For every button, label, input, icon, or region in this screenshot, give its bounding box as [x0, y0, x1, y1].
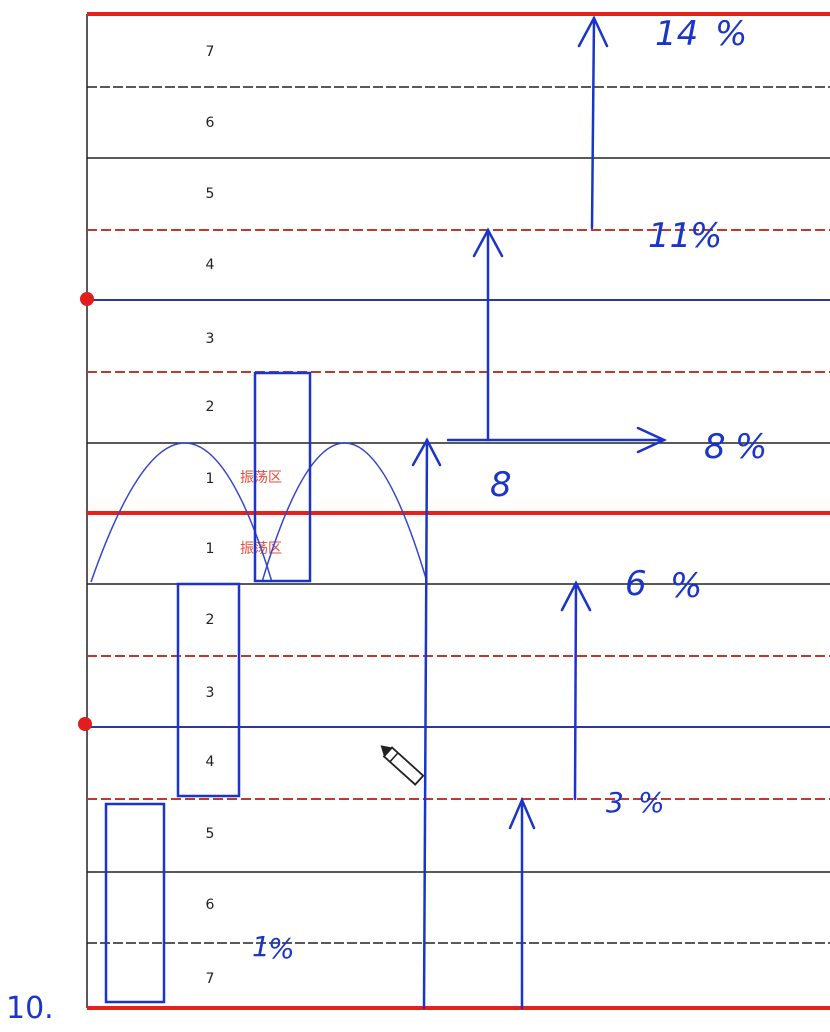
arrow-up	[411, 437, 442, 1010]
level-label-lower: 7	[206, 971, 215, 987]
marker-dot	[80, 292, 94, 306]
annotation-3: 3 %	[606, 786, 665, 819]
svg-text:1: 1	[252, 930, 270, 963]
level-label-upper: 7	[206, 44, 215, 60]
annotation-14: 14 %	[655, 14, 747, 54]
svg-text:%: %	[715, 14, 747, 54]
annotation-8: 8	[490, 465, 512, 505]
annotation-6: 6 %	[625, 564, 702, 606]
svg-text:%: %	[638, 786, 665, 819]
annotation-8-pct: 8 %	[704, 427, 767, 467]
level-label-lower: 2	[206, 612, 215, 628]
level-label-lower: 5	[206, 826, 215, 842]
svg-text:11: 11	[648, 216, 691, 256]
oscillation-zone-label: 振荡区	[240, 470, 282, 486]
level-label-lower: 3	[206, 685, 215, 701]
svg-text:8: 8	[704, 427, 726, 467]
level-label-upper: 3	[206, 331, 215, 347]
level-label-upper: 6	[206, 115, 215, 131]
level-label-upper: 2	[206, 399, 215, 415]
svg-text:14: 14	[655, 14, 698, 54]
svg-text:%: %	[268, 932, 295, 965]
range-box	[253, 371, 312, 583]
marker-dot	[78, 717, 92, 731]
arrow-up	[560, 580, 592, 801]
range-box	[104, 802, 166, 1004]
pencil-cursor-icon	[380, 745, 425, 786]
svg-text:3: 3	[606, 786, 624, 819]
range-box	[176, 582, 241, 798]
level-label-upper: 5	[206, 186, 215, 202]
level-label-upper: 1	[206, 471, 215, 487]
arrow-up	[472, 227, 504, 442]
svg-text:%: %	[690, 216, 722, 256]
corner-label: 10.	[6, 991, 54, 1026]
arrow-right	[446, 426, 667, 454]
oscillation-arc-left	[90, 442, 273, 583]
level-label-lower: 6	[206, 897, 215, 913]
svg-text:%: %	[670, 566, 702, 606]
arrow-up	[577, 15, 609, 230]
svg-text:%: %	[735, 427, 767, 467]
annotation-1: 1 %	[252, 930, 295, 965]
svg-text:6: 6	[625, 564, 647, 604]
level-label-lower: 1	[206, 541, 215, 557]
oscillation-arc-right	[261, 442, 428, 583]
annotation-11: 11 %	[648, 216, 722, 256]
level-label-upper: 4	[206, 257, 215, 273]
arrow-up	[508, 796, 536, 1010]
level-label-lower: 4	[206, 754, 215, 770]
